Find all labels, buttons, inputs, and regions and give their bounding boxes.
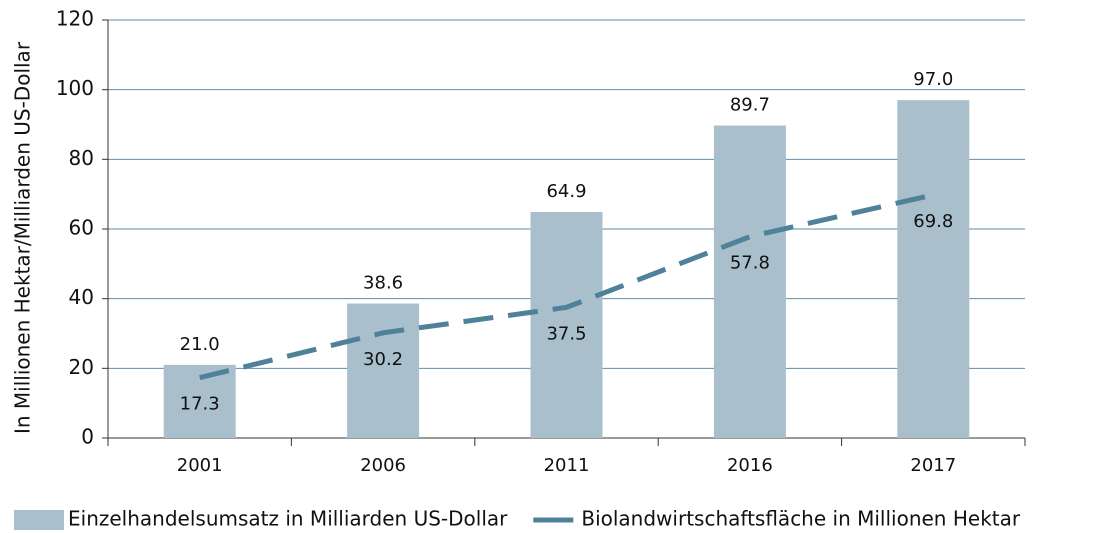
y-tick-label: 120	[56, 7, 94, 31]
x-tick-label: 2001	[177, 455, 223, 476]
x-tick-label: 2017	[910, 455, 956, 476]
y-axis-label: In Millionen Hektar/Milliarden US-Dollar	[11, 41, 35, 434]
bar	[897, 100, 970, 438]
line	[199, 192, 934, 381]
bar-value-label: 38.6	[363, 273, 403, 294]
y-tick-label: 60	[69, 216, 94, 240]
bar	[713, 125, 786, 439]
bar	[530, 211, 603, 438]
bar-value-label: 21.0	[180, 334, 220, 355]
bar	[347, 303, 420, 438]
y-tick-label: 100	[56, 76, 94, 100]
y-tick-label: 20	[69, 355, 94, 379]
bar-value-label: 97.0	[913, 69, 953, 90]
line-value-label: 30.2	[363, 349, 403, 370]
line-value-label: 17.3	[180, 394, 220, 415]
x-tick-label: 2011	[544, 455, 590, 476]
legend-label: Einzelhandelsumsatz in Milliarden US-Dol…	[68, 507, 508, 531]
x-tick-label: 2016	[727, 455, 773, 476]
x-tick-label: 2006	[360, 455, 406, 476]
line-value-label: 37.5	[546, 323, 586, 344]
y-tick-label: 40	[69, 285, 94, 309]
line-value-label: 57.8	[730, 253, 770, 274]
legend-label: Biolandwirtschaftsfläche in Millionen He…	[581, 507, 1021, 531]
y-tick-label: 0	[81, 425, 94, 449]
bar-value-label: 89.7	[730, 95, 770, 116]
legend-swatch	[14, 510, 64, 530]
y-tick-label: 80	[69, 146, 94, 170]
line-value-label: 69.8	[913, 211, 953, 232]
bar-value-label: 64.9	[546, 181, 586, 202]
